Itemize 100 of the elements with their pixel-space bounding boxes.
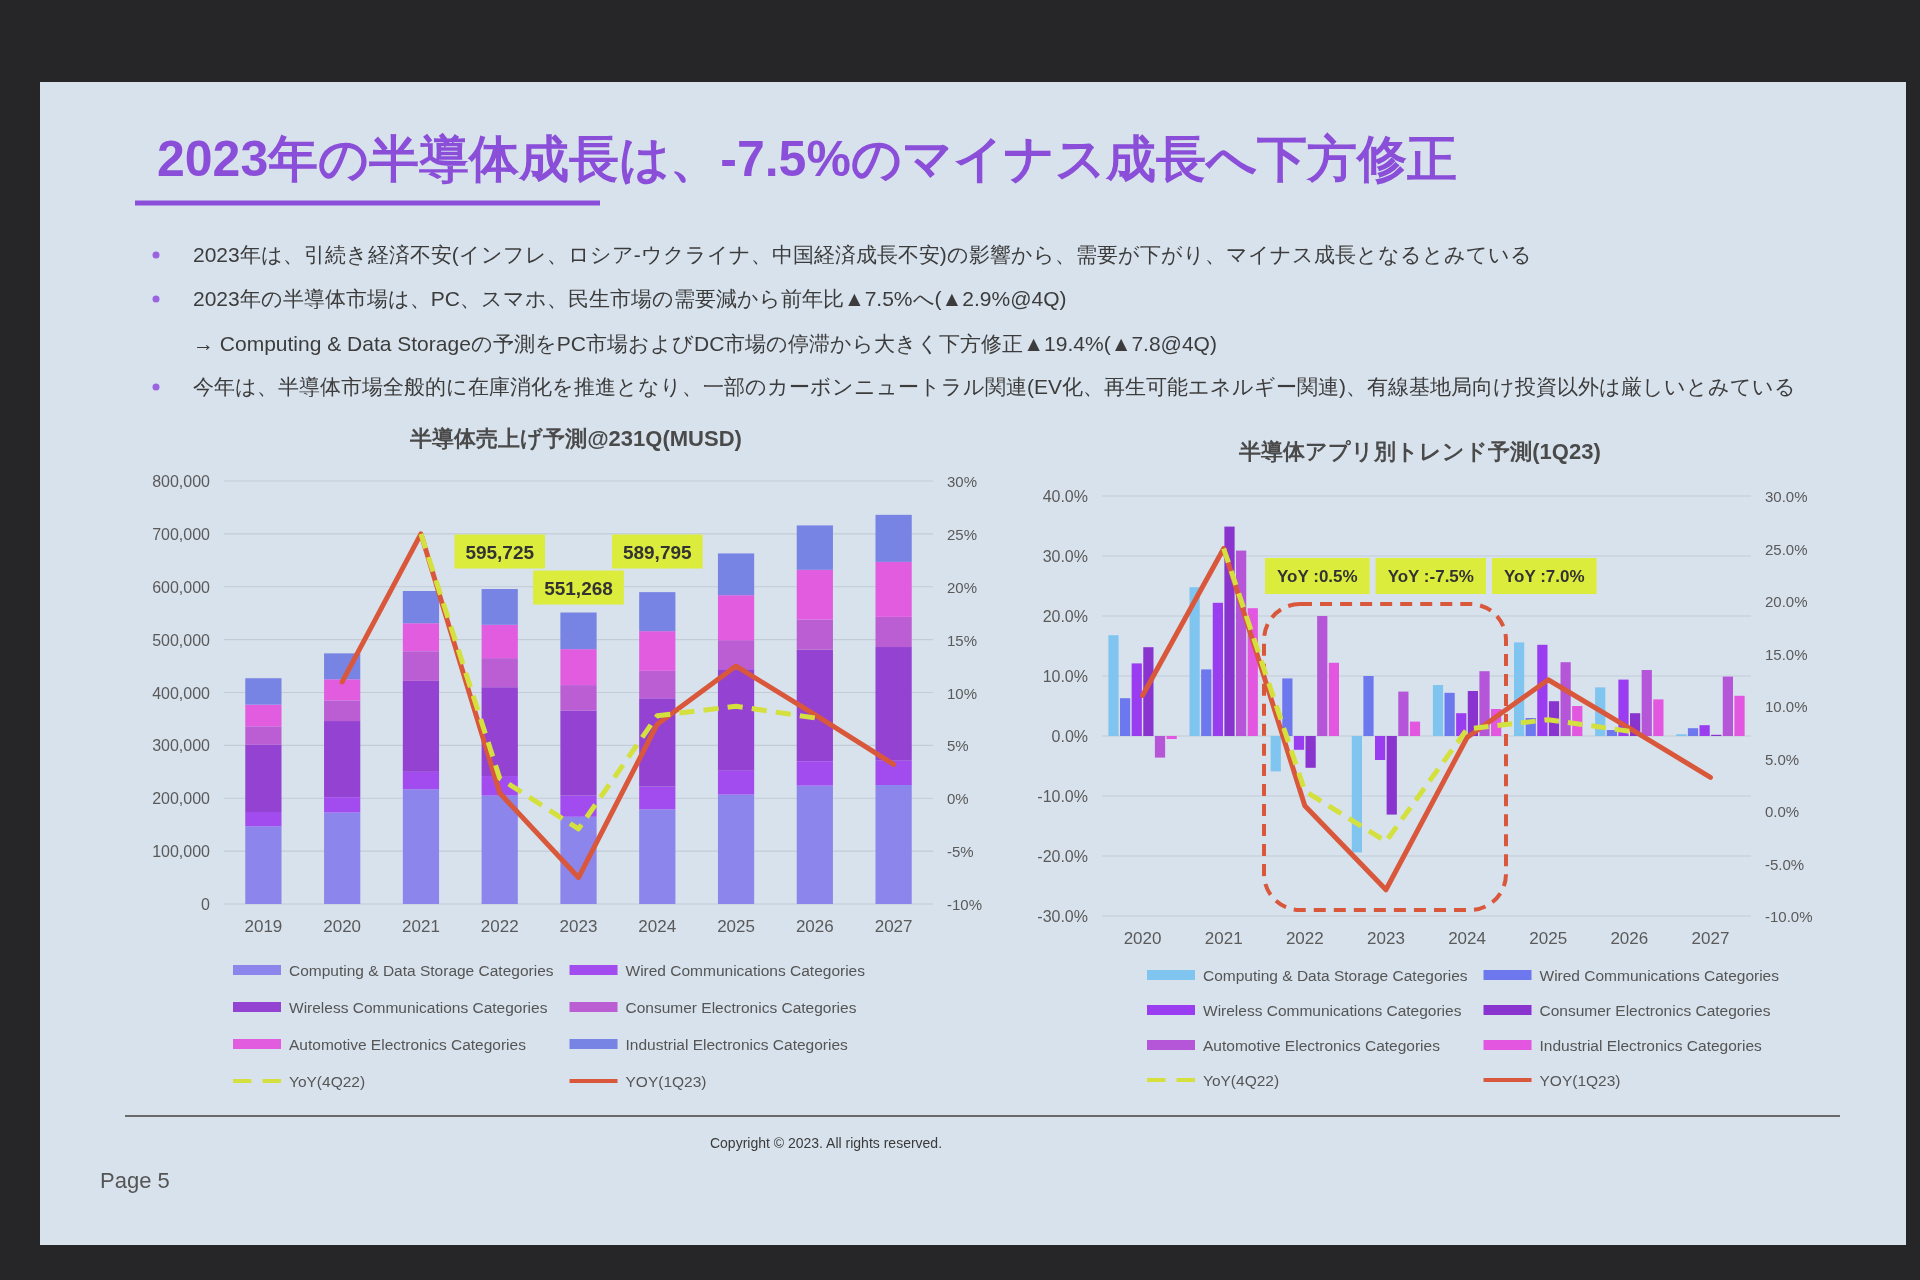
bar: [324, 797, 361, 813]
bar: [1641, 670, 1652, 736]
legend-label: Wireless Communications Categories: [289, 999, 548, 1016]
bar: [1131, 663, 1142, 736]
bar: [481, 624, 518, 659]
bar: [402, 623, 440, 652]
y-tick-label: 30.0%: [1042, 548, 1088, 565]
total-label: 589,795: [622, 541, 693, 563]
bar: [1270, 736, 1281, 772]
bar: [1154, 736, 1166, 758]
bar: [875, 647, 912, 761]
chart-title: 半導体アプリ別トレンド予測(1Q23): [1238, 439, 1601, 464]
bar: [1282, 678, 1293, 736]
text: 2023年は、引続き経済不安(インフレ、ロシア-ウクライナ、中国経済成長不安)の影響から、需要が下がり、マイナス成長となるとみている: [193, 243, 1532, 266]
y-tick-label: 40.0%: [1042, 488, 1088, 505]
bar: [1537, 644, 1548, 736]
bar: [324, 700, 361, 722]
bar: [875, 514, 912, 562]
bar: [796, 649, 833, 762]
bar: [1328, 662, 1339, 736]
bar: [324, 721, 361, 798]
bar: [1653, 699, 1664, 736]
bar: [560, 685, 597, 711]
bar: [639, 670, 676, 699]
chart-title: 半導体売上げ予測@231Q(MUSD): [409, 426, 742, 451]
bar: [1687, 728, 1699, 736]
y-tick-label: 0: [201, 896, 211, 913]
bar: [639, 786, 676, 810]
legend-label: Industrial Electronics Categories: [1539, 1037, 1763, 1054]
legend-label: Wired Communications Categories: [1539, 967, 1780, 984]
bar: [1514, 642, 1525, 736]
bar: [324, 812, 361, 904]
bar: [402, 789, 440, 904]
y2-tick-label: 30.0%: [1765, 488, 1808, 505]
legend-label: Consumer Electronics Categories: [625, 999, 857, 1016]
y2-tick-label: 15.0%: [1765, 645, 1808, 663]
y-tick-label: 500,000: [152, 631, 211, 649]
bar: [324, 679, 361, 701]
bar: [717, 669, 755, 771]
x-tick-label: 2023: [559, 917, 598, 936]
bar: [560, 649, 597, 686]
bar: [481, 795, 518, 904]
x-tick-label: 2022: [1285, 929, 1324, 948]
bar: [245, 744, 282, 812]
y2-tick-label: 5%: [947, 737, 969, 755]
y2-tick-label: 30%: [947, 473, 978, 490]
bar: [245, 812, 282, 827]
bar: [1363, 676, 1374, 736]
bar: [402, 771, 440, 790]
bar: [796, 785, 833, 904]
bar: [245, 726, 282, 745]
bar: [717, 794, 755, 904]
bar: [796, 569, 833, 620]
legend-label: YOY(1Q23): [625, 1073, 707, 1090]
legend-label: Automotive Electronics Categories: [1203, 1037, 1441, 1054]
text: Copyright © 2023. All rights reserved.: [709, 1135, 943, 1151]
bar: [1224, 526, 1235, 736]
y-tick-label: 800,000: [152, 473, 211, 490]
y2-tick-label: 0%: [947, 790, 969, 808]
bar: [639, 592, 676, 632]
y2-tick-label: -10.0%: [1765, 908, 1813, 925]
bar: [1722, 676, 1733, 736]
x-tick-label: 2020: [323, 917, 362, 936]
y-tick-label: -20.0%: [1037, 848, 1088, 865]
bar: [875, 785, 912, 904]
x-tick-label: 2019: [244, 917, 283, 936]
x-tick-label: 2020: [1123, 929, 1162, 948]
bar: [560, 710, 597, 796]
bar: [1120, 698, 1131, 736]
text: → Computing & Data Storageの予測をPC市場およびDC市場の停滞から大きく下方修正▲19.4%(▲7.8@4Q): [193, 332, 1217, 355]
bar: [402, 590, 440, 624]
y2-tick-label: 5.0%: [1765, 750, 1800, 768]
bar: [1166, 736, 1177, 739]
bar: [1375, 736, 1386, 760]
y2-tick-label: 25.0%: [1765, 540, 1808, 558]
bar: [560, 795, 597, 817]
bar: [560, 612, 597, 650]
y2-tick-label: 0.0%: [1765, 803, 1800, 820]
bar: [639, 809, 676, 904]
y2-tick-label: 15%: [947, 631, 978, 649]
y-tick-label: 600,000: [152, 578, 211, 596]
bar: [245, 678, 282, 705]
x-tick-label: 2027: [874, 917, 913, 936]
bar: [796, 761, 833, 786]
legend-label: Automotive Electronics Categories: [289, 1036, 527, 1053]
legend-label: YOY(1Q23): [1539, 1072, 1621, 1089]
y-tick-label: 200,000: [152, 790, 211, 808]
bar: [1293, 736, 1305, 750]
bar: [245, 704, 282, 727]
bar: [1409, 721, 1421, 736]
bar: [1734, 695, 1745, 736]
bar: [875, 616, 912, 648]
y2-tick-label: 25%: [947, 525, 978, 543]
y2-tick-label: -5.0%: [1765, 855, 1805, 873]
legend-label: Computing & Data Storage Categories: [289, 962, 554, 979]
x-tick-label: 2024: [1448, 929, 1486, 948]
bar: [1108, 635, 1119, 736]
bar: [1699, 725, 1710, 736]
legend-label: YoY(4Q22): [1203, 1072, 1280, 1089]
x-tick-label: 2027: [1691, 929, 1730, 948]
